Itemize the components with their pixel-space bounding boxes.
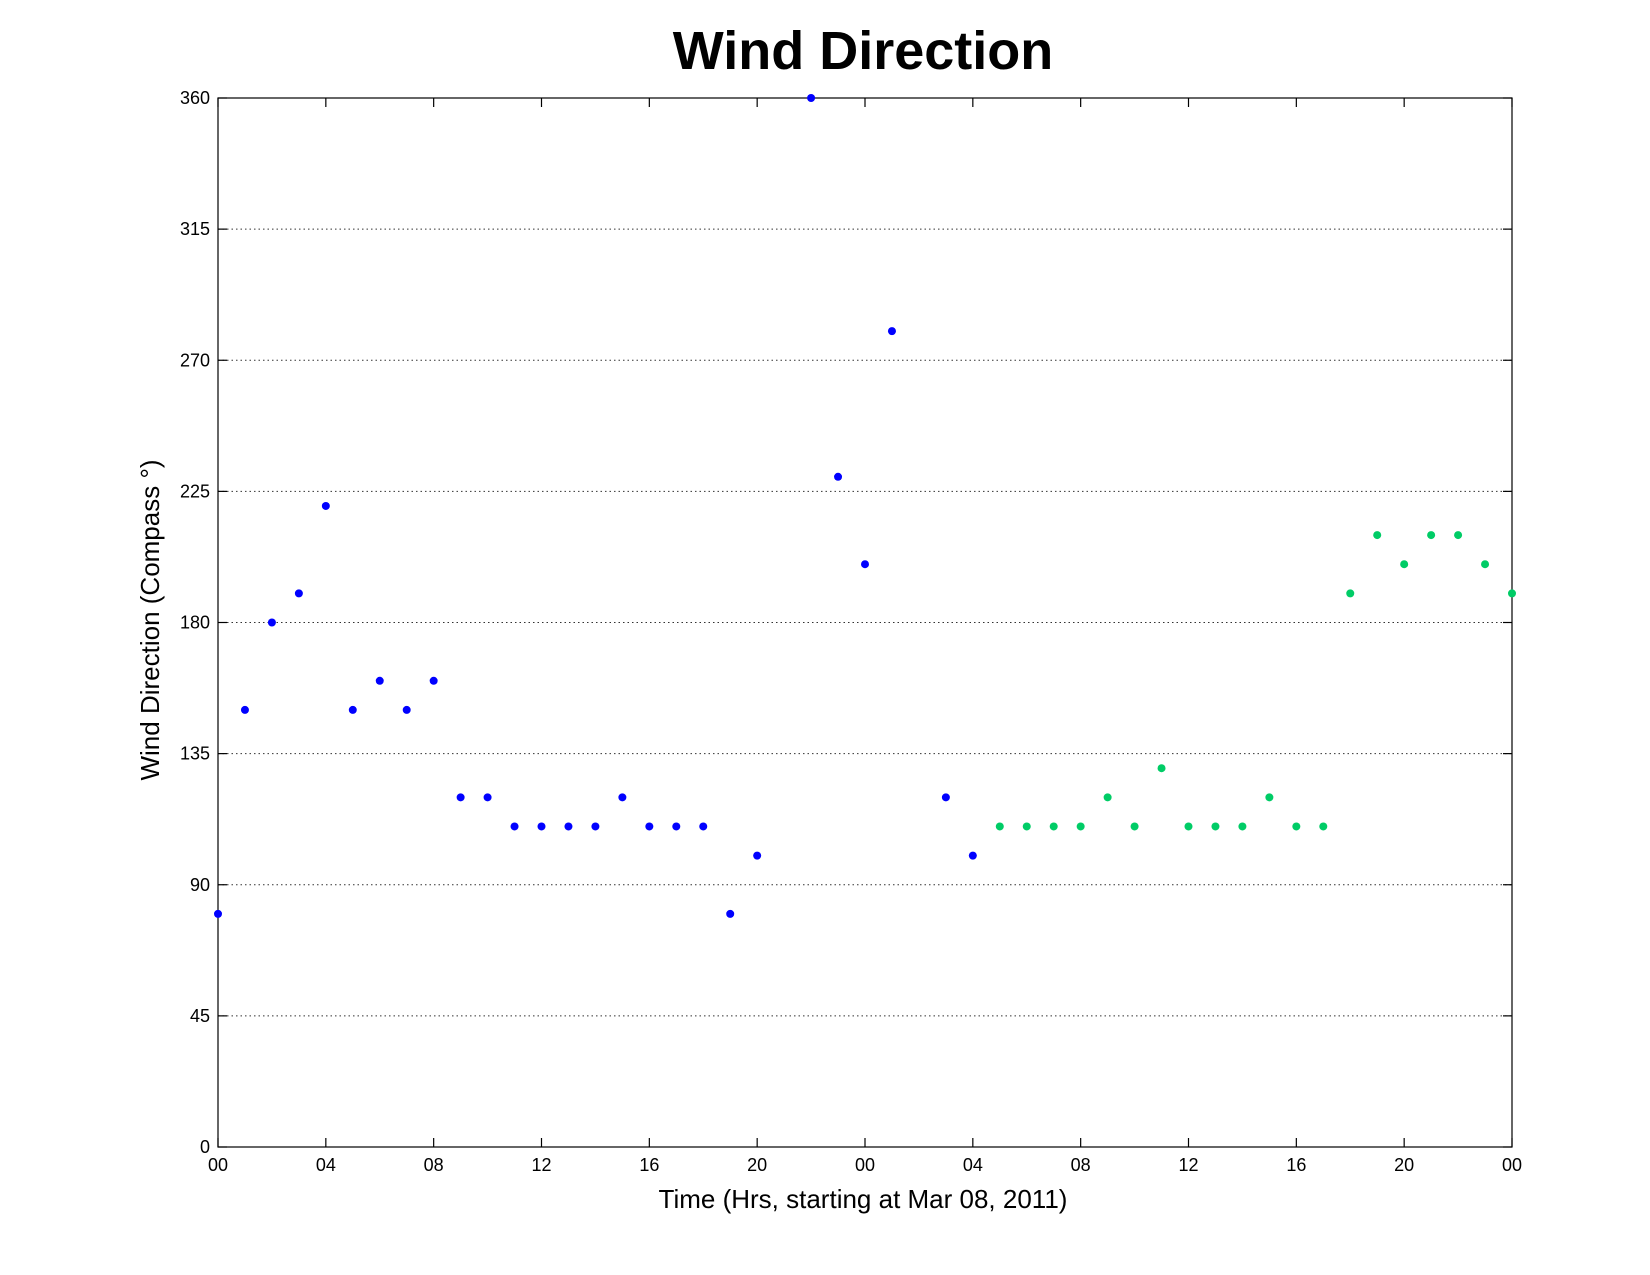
y-axis-label: Wind Direction (Compass °) — [135, 459, 165, 780]
data-point — [1427, 531, 1436, 540]
data-point — [1157, 764, 1166, 773]
y-tick-label: 270 — [180, 350, 210, 370]
y-tick-label: 90 — [190, 875, 210, 895]
x-tick-label: 08 — [1071, 1155, 1091, 1175]
data-point — [267, 618, 276, 627]
data-point — [1238, 822, 1247, 831]
data-point — [968, 851, 977, 860]
data-point — [456, 793, 465, 802]
data-point — [483, 793, 492, 802]
y-tick-label: 0 — [200, 1137, 210, 1157]
x-tick-label: 16 — [639, 1155, 659, 1175]
y-tick-label: 135 — [180, 744, 210, 764]
data-point — [753, 851, 762, 860]
data-point — [1373, 531, 1382, 540]
x-tick-label: 04 — [316, 1155, 336, 1175]
data-point — [861, 560, 869, 569]
data-point — [564, 822, 573, 831]
x-tick-label: 00 — [855, 1155, 875, 1175]
data-point — [726, 909, 735, 918]
x-tick-label: 04 — [963, 1155, 983, 1175]
data-point — [240, 705, 249, 714]
data-point — [591, 822, 600, 831]
data-point — [1211, 822, 1220, 831]
data-point — [807, 94, 816, 102]
x-tick-label: 00 — [1502, 1155, 1522, 1175]
data-point — [348, 705, 357, 714]
data-point — [1508, 589, 1516, 598]
axis-ticks — [217, 97, 1513, 1148]
data-point — [429, 676, 438, 685]
data-point — [402, 705, 411, 714]
data-point — [618, 793, 627, 802]
y-tick-label: 45 — [190, 1006, 210, 1026]
y-tick-label: 360 — [180, 88, 210, 108]
data-point — [834, 472, 843, 481]
data-point — [1103, 793, 1112, 802]
data-point — [995, 822, 1004, 831]
x-tick-label: 20 — [1394, 1155, 1414, 1175]
y-tick-label: 180 — [180, 613, 210, 633]
data-point — [1346, 589, 1355, 598]
data-point — [699, 822, 708, 831]
data-point — [375, 676, 384, 685]
data-point — [1400, 560, 1409, 569]
data-point — [1319, 822, 1328, 831]
x-axis-tick-labels: 00 04 08 12 16 20 00 04 08 12 16 20 00 — [208, 1155, 1522, 1175]
data-point — [214, 909, 222, 918]
x-tick-label: 16 — [1286, 1155, 1306, 1175]
data-point — [672, 822, 681, 831]
x-tick-label: 00 — [208, 1155, 228, 1175]
data-point — [887, 327, 896, 336]
x-tick-label: 20 — [747, 1155, 767, 1175]
data-point — [645, 822, 654, 831]
x-axis-label: Time (Hrs, starting at Mar 08, 2011) — [659, 1184, 1068, 1214]
y-tick-label: 315 — [180, 219, 210, 239]
grid-lines — [218, 228, 1512, 1017]
chart-title: Wind Direction — [673, 21, 1054, 81]
data-point — [941, 793, 950, 802]
data-point — [294, 589, 303, 598]
data-point — [537, 822, 546, 831]
data-point — [1184, 822, 1193, 831]
x-tick-label: 12 — [531, 1155, 551, 1175]
data-point — [1292, 822, 1301, 831]
data-point — [1481, 560, 1490, 569]
y-axis-tick-labels: 0 45 90 135 180 225 270 315 360 — [180, 88, 210, 1157]
data-points — [214, 94, 1516, 918]
data-point — [1265, 793, 1274, 802]
data-point — [1022, 822, 1031, 831]
data-point — [321, 501, 330, 510]
data-point — [1076, 822, 1085, 831]
data-point — [1130, 822, 1139, 831]
data-point — [1049, 822, 1058, 831]
x-tick-label: 12 — [1178, 1155, 1198, 1175]
data-point — [510, 822, 519, 831]
data-point — [1454, 531, 1463, 540]
x-tick-label: 08 — [424, 1155, 444, 1175]
y-tick-label: 225 — [180, 481, 210, 501]
